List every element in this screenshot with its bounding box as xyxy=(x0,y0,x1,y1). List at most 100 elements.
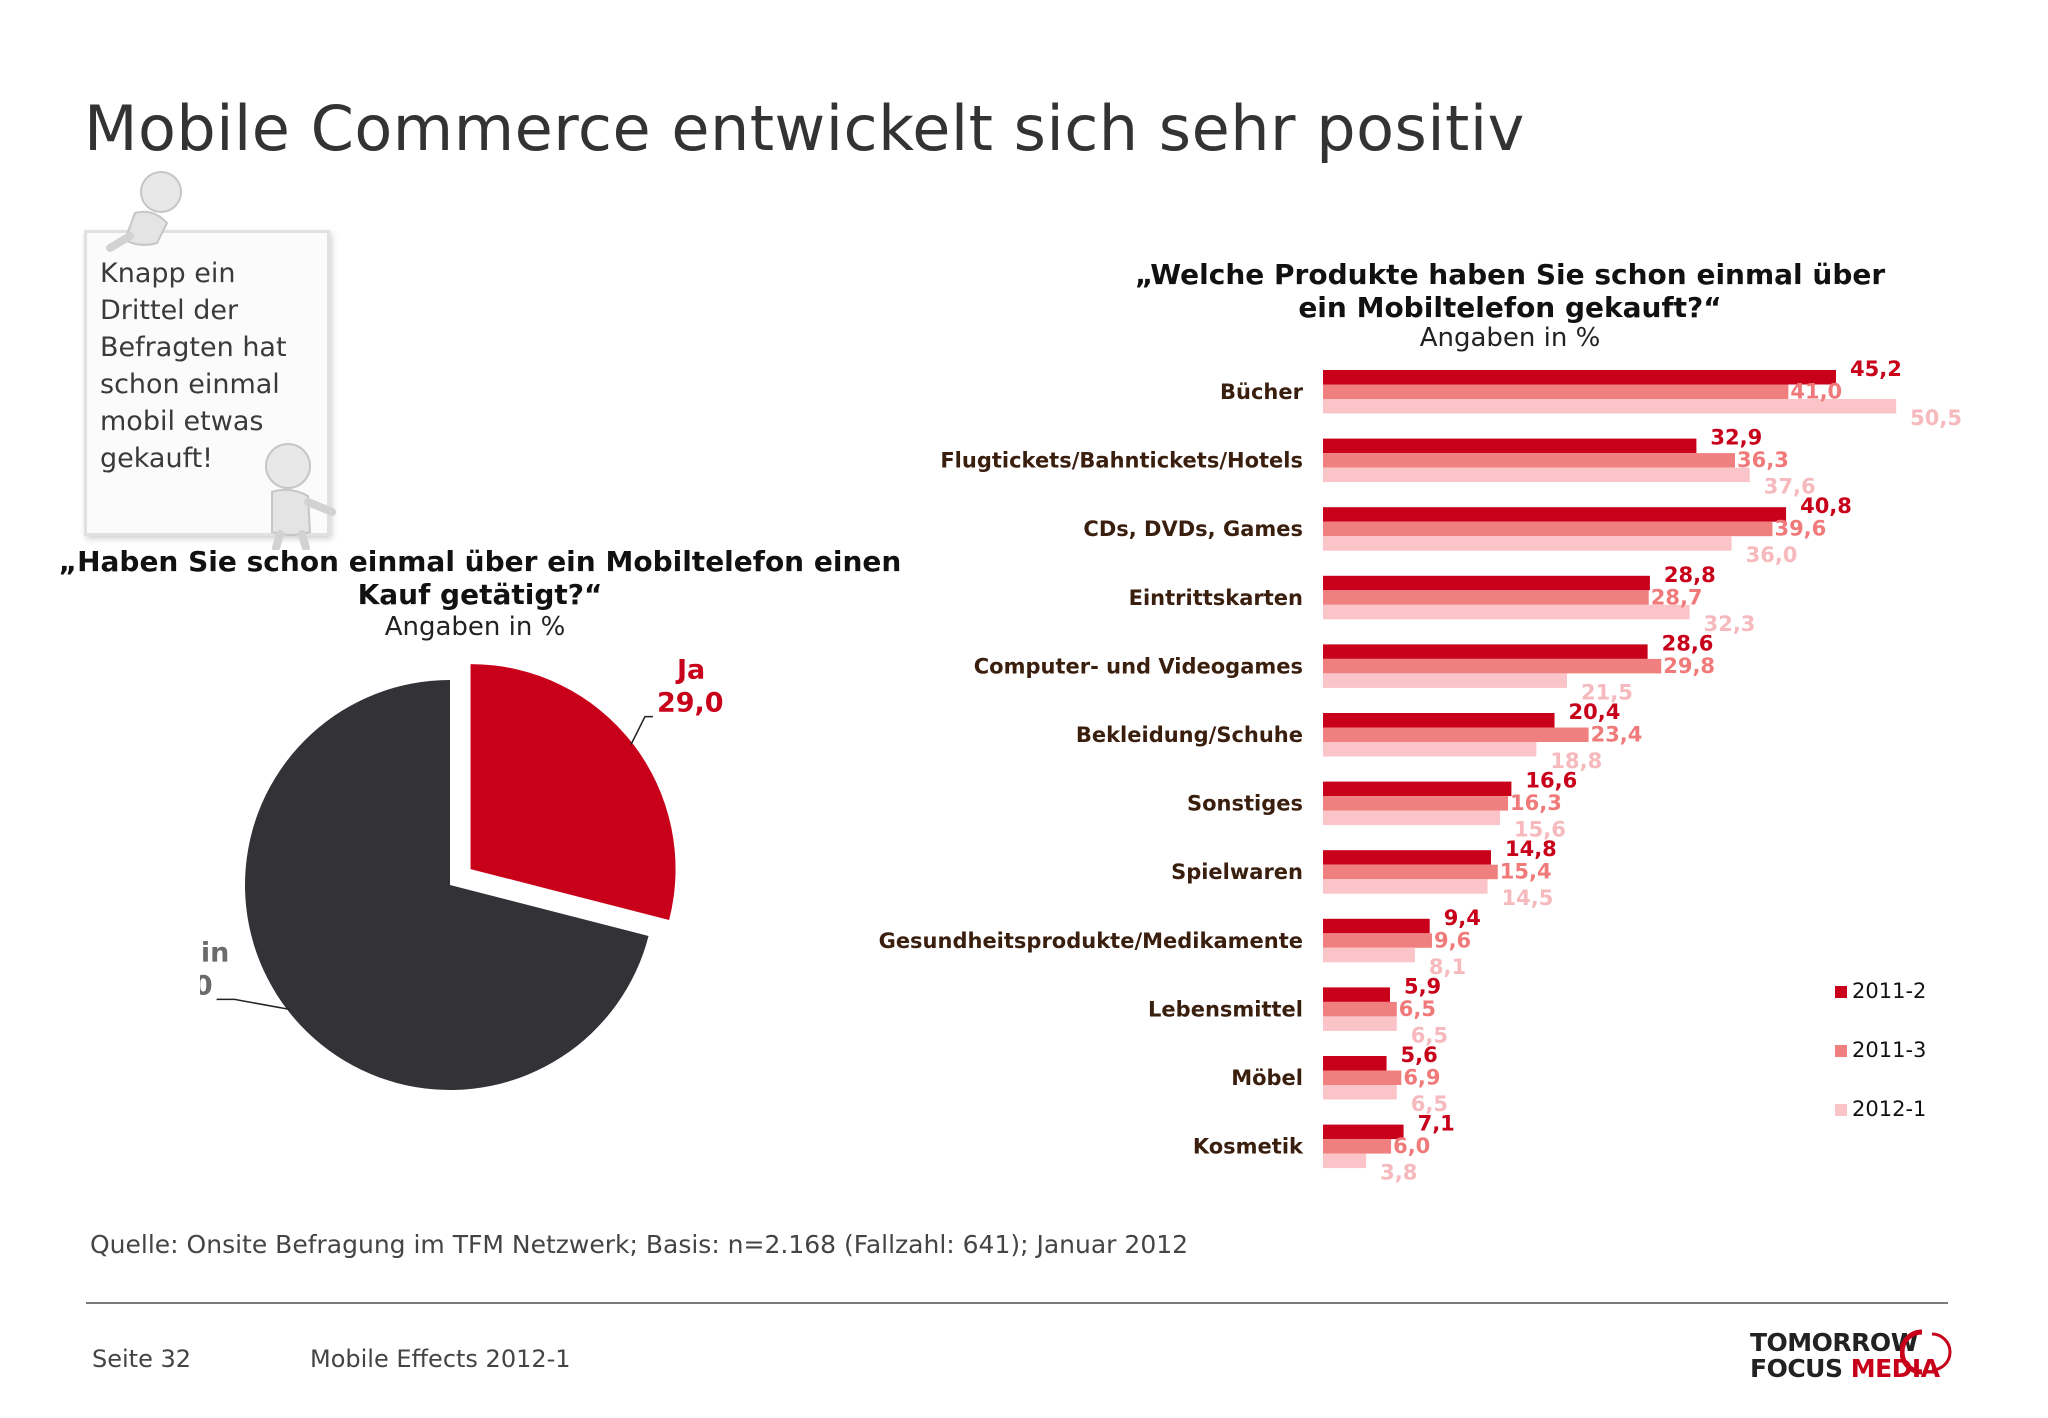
logo-ring-icon xyxy=(1900,1329,1952,1375)
category-label: CDs, DVDs, Games xyxy=(1083,517,1303,541)
category-label: Bücher xyxy=(1220,380,1304,404)
bar-2011-3 xyxy=(1323,590,1649,605)
bar-2012-1 xyxy=(1323,467,1750,483)
footer-divider xyxy=(86,1302,1948,1304)
bar-value-label: 39,6 xyxy=(1774,517,1826,541)
logo-text-top: TOMORROW xyxy=(1750,1328,1918,1357)
note-line: schon einmal xyxy=(100,369,280,400)
bar-value-label: 14,8 xyxy=(1505,837,1557,861)
legend-label: 2011-3 xyxy=(1852,1038,1926,1062)
bar-2011-2 xyxy=(1323,507,1787,522)
bar-value-label: 36,0 xyxy=(1746,543,1798,567)
page-number: Seite 32 xyxy=(92,1345,192,1373)
note-line: Drittel der xyxy=(100,295,239,326)
bar-value-label: 20,4 xyxy=(1569,700,1621,724)
bar-value-label: 32,9 xyxy=(1710,426,1762,450)
bar-2011-3 xyxy=(1323,658,1662,674)
bar-2011-2 xyxy=(1323,575,1650,591)
bar-value-label: 6,5 xyxy=(1411,1092,1448,1116)
bar-2011-3 xyxy=(1323,384,1789,399)
figure-bottom-icon xyxy=(265,443,336,550)
bar-value-label: 15,6 xyxy=(1514,818,1566,842)
bar-value-label: 45,2 xyxy=(1850,357,1902,381)
bar-2011-2 xyxy=(1323,918,1430,934)
note-line: Befragten hat xyxy=(100,332,287,363)
bar-2012-1 xyxy=(1323,879,1488,894)
bar-2011-3 xyxy=(1323,1070,1402,1085)
note-line: mobil etwas xyxy=(100,406,264,437)
category-label: Möbel xyxy=(1231,1066,1303,1090)
bar-2012-1 xyxy=(1323,1153,1367,1169)
bar-value-label: 50,5 xyxy=(1910,406,1962,430)
bar-value-label: 15,4 xyxy=(1500,860,1552,884)
bar-2011-3 xyxy=(1323,727,1589,742)
bar-2011-2 xyxy=(1323,987,1390,1002)
bar-2012-1 xyxy=(1323,399,1897,414)
bar-value-label: 23,4 xyxy=(1591,723,1643,747)
legend-swatch xyxy=(1835,1104,1847,1116)
category-label: Computer- und Videogames xyxy=(974,654,1303,678)
bar-2012-1 xyxy=(1323,742,1537,757)
bar-value-label: 41,0 xyxy=(1790,380,1842,404)
bar-2011-2 xyxy=(1323,1124,1404,1140)
category-label: Kosmetik xyxy=(1193,1135,1304,1159)
bar-value-label: 14,5 xyxy=(1502,886,1554,910)
bar-2011-2 xyxy=(1323,438,1697,454)
bar-value-label: 40,8 xyxy=(1800,494,1852,518)
bar-value-label: 16,3 xyxy=(1510,791,1562,815)
category-label: Spielwaren xyxy=(1171,860,1303,884)
bar-2011-3 xyxy=(1323,864,1498,880)
bar-2011-3 xyxy=(1323,933,1432,948)
bar-value-label: 8,1 xyxy=(1429,955,1466,979)
pie-slice-ja xyxy=(470,664,676,921)
pie-leader-line xyxy=(216,998,290,1011)
source-note: Quelle: Onsite Befragung im TFM Netzwerk… xyxy=(90,1230,1189,1259)
category-label: Sonstiges xyxy=(1187,792,1303,816)
bar-2011-2 xyxy=(1323,370,1837,385)
bar-value-label: 6,0 xyxy=(1393,1134,1430,1158)
bar-value-label: 9,4 xyxy=(1444,906,1481,930)
logo-media: MEDIA xyxy=(1850,1354,1940,1383)
bar-2011-3 xyxy=(1323,453,1736,468)
category-label: Eintrittskarten xyxy=(1129,586,1303,610)
bar-2011-3 xyxy=(1323,521,1773,537)
category-label: Gesundheitsprodukte/Medikamente xyxy=(879,929,1303,953)
bar-2011-3 xyxy=(1323,796,1509,811)
bar-value-label: 37,6 xyxy=(1764,475,1816,499)
bar-value-label: 29,8 xyxy=(1663,654,1715,678)
bar-value-label: 6,9 xyxy=(1403,1066,1440,1090)
pie-leader-line xyxy=(630,715,653,745)
bar-value-label: 3,8 xyxy=(1380,1161,1417,1185)
bar-2011-2 xyxy=(1323,713,1555,728)
note-line: gekauft! xyxy=(100,443,214,474)
pie-label-name: Ja xyxy=(675,655,705,686)
bar-2012-1 xyxy=(1323,1085,1397,1100)
bar-value-label: 36,3 xyxy=(1737,448,1789,472)
pie-chart-title: „Haben Sie schon einmal über ein Mobilte… xyxy=(58,545,902,611)
bar-2012-1 xyxy=(1323,673,1568,688)
bar-2012-1 xyxy=(1323,536,1732,551)
bar-chart: Bücher 45,2 41,0 50,5 Flugtickets/Bahnticket… xyxy=(879,357,1962,1185)
category-label: Bekleidung/Schuhe xyxy=(1076,723,1303,747)
bar-2011-2 xyxy=(1323,781,1512,797)
legend-label: 2011-2 xyxy=(1852,979,1926,1003)
bar-value-label: 7,1 xyxy=(1418,1112,1455,1136)
legend-label: 2012-1 xyxy=(1852,1097,1926,1121)
bar-value-label: 28,8 xyxy=(1664,563,1716,587)
bar-value-label: 18,8 xyxy=(1550,749,1602,773)
bar-value-label: 9,6 xyxy=(1434,928,1471,952)
pie-label-value: 71,0 xyxy=(200,970,213,1001)
bar-value-label: 28,6 xyxy=(1662,631,1714,655)
bar-chart-title: „Welche Produkte haben Sie schon einmal … xyxy=(1134,258,1886,324)
note-text: Knapp ein Drittel der Befragten hat scho… xyxy=(100,255,310,477)
pie-label-name: Nein xyxy=(200,937,229,968)
logo-text-bottom: FOCUS MEDIA xyxy=(1750,1354,1940,1383)
study-name: Mobile Effects 2012-1 xyxy=(310,1345,571,1373)
bar-value-label: 32,3 xyxy=(1704,612,1756,636)
bar-value-label: 28,7 xyxy=(1651,585,1703,609)
note-line: Knapp ein xyxy=(100,258,236,289)
pie-label-value: 29,0 xyxy=(657,688,724,719)
category-label: Lebensmittel xyxy=(1148,997,1303,1021)
bar-2011-3 xyxy=(1323,1001,1397,1017)
